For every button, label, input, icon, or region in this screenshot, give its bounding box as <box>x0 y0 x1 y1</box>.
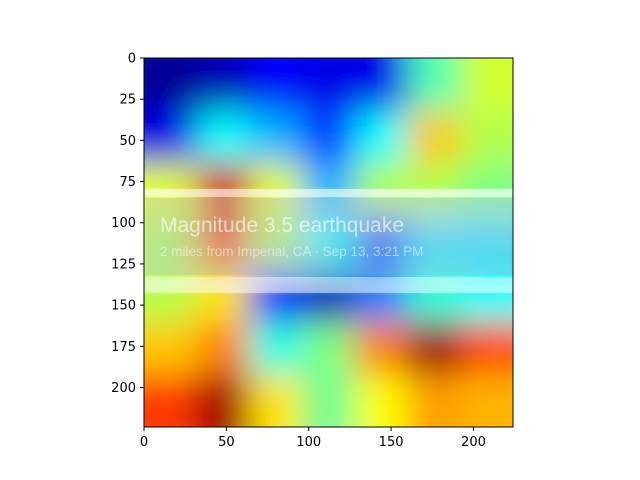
heatmap-cell <box>407 110 461 164</box>
x-axis: 0 50 100 150 200 <box>140 427 486 450</box>
heatmap-cell <box>354 110 409 164</box>
heatmap-cell <box>249 58 303 112</box>
heatmap-cell <box>249 110 303 164</box>
heatmap-cell <box>302 110 356 164</box>
heatmap-cell <box>302 58 356 112</box>
y-tick-label: 0 <box>128 52 136 67</box>
y-tick-label: 100 <box>111 216 136 231</box>
heatmap-cell <box>302 374 356 427</box>
heatmap-cell <box>407 321 461 375</box>
heatmap-cell <box>196 58 250 112</box>
notification-title: Magnitude 3.5 earthquake <box>160 214 404 237</box>
heatmap-cell <box>144 58 198 112</box>
x-tick-label: 150 <box>379 435 404 450</box>
y-tick-label: 125 <box>111 257 136 272</box>
heatmap-cell <box>407 58 461 112</box>
heatmap-cell <box>354 374 409 427</box>
heatmap-cell <box>302 321 356 375</box>
y-tick-label: 50 <box>119 134 136 149</box>
heatmap-cell <box>460 321 513 375</box>
heatmap-cell <box>196 110 250 164</box>
heatmap-cell <box>407 374 461 427</box>
heatmap-cell <box>144 374 198 427</box>
y-axis: 0 25 50 75 100 125 150 175 200 <box>111 52 144 396</box>
heatmap-cell <box>196 374 250 427</box>
heatmap-cell <box>354 58 409 112</box>
heatmap-cell <box>144 110 198 164</box>
heatmap-cell <box>249 321 303 375</box>
heatmap-cell <box>249 374 303 427</box>
heatmap-cell <box>460 58 513 112</box>
y-tick-label: 75 <box>119 175 136 190</box>
x-tick-label: 50 <box>218 435 235 450</box>
axes-frame <box>143 57 514 428</box>
heatmap-cell <box>460 110 513 164</box>
heatmap-cell <box>196 321 250 375</box>
notification-banner: Magnitude 3.5 earthquake 2 miles from Im… <box>144 189 513 293</box>
heatmap-cell <box>144 321 198 375</box>
y-tick-label: 25 <box>119 93 136 108</box>
y-tick-label: 150 <box>111 299 136 314</box>
x-tick-label: 200 <box>461 435 486 450</box>
notification-subtitle: 2 miles from Imperial, CA · Sep 13, 3:21… <box>160 244 423 259</box>
y-tick-label: 175 <box>111 340 136 355</box>
y-tick-label: 200 <box>111 381 136 396</box>
heatmap-cell <box>354 321 409 375</box>
x-tick-label: 100 <box>296 435 321 450</box>
heatmap-cell <box>460 374 513 427</box>
x-tick-label: 0 <box>140 435 148 450</box>
